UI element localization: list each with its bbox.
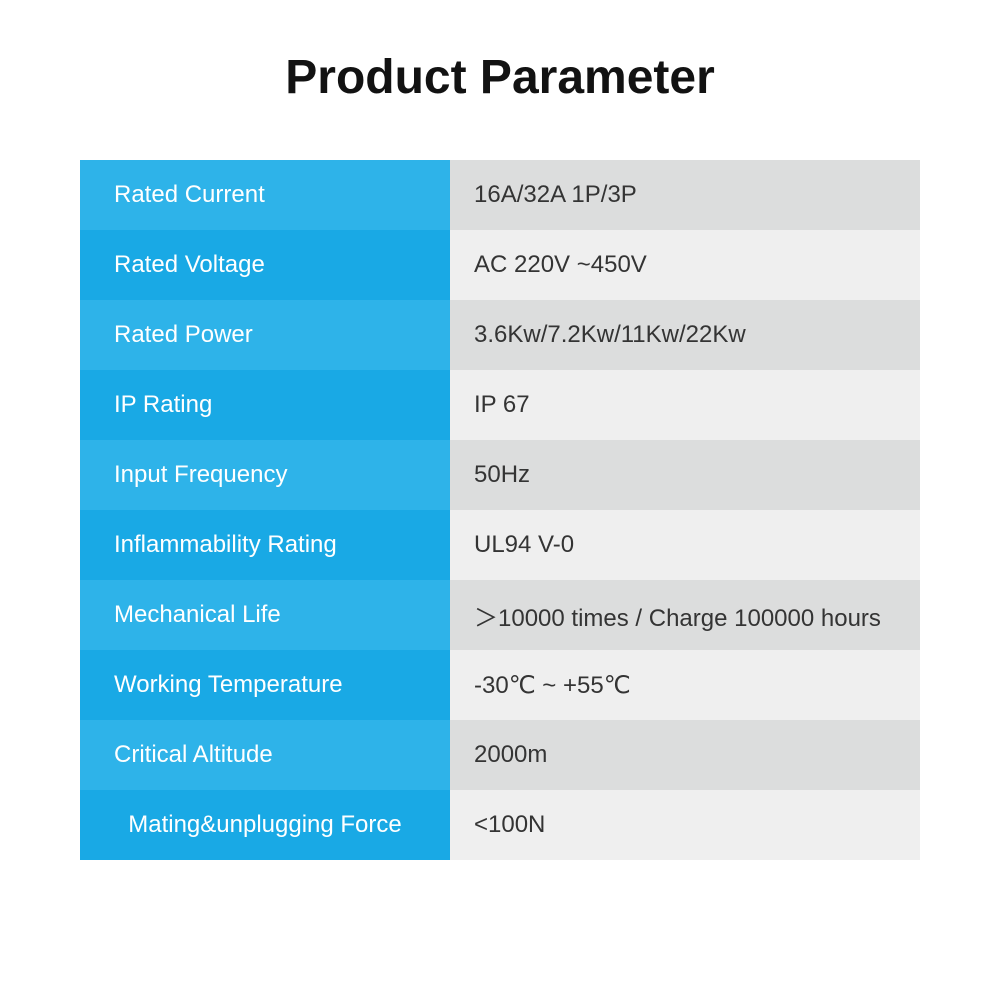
table-row: Inflammability RatingUL94 V-0 xyxy=(80,510,920,580)
param-value: 16A/32A 1P/3P xyxy=(450,160,920,230)
param-label: Mechanical Life xyxy=(80,580,450,650)
table-row: Rated VoltageAC 220V ~450V xyxy=(80,230,920,300)
param-label: Inflammability Rating xyxy=(80,510,450,580)
param-label: Mating&unplugging Force xyxy=(80,790,450,860)
table-row: Mating&unplugging Force<100N xyxy=(80,790,920,860)
table-row: Input Frequency50Hz xyxy=(80,440,920,510)
param-value: <100N xyxy=(450,790,920,860)
param-label: IP Rating xyxy=(80,370,450,440)
param-value: 50Hz xyxy=(450,440,920,510)
param-value: AC 220V ~450V xyxy=(450,230,920,300)
param-value: 2000m xyxy=(450,720,920,790)
param-label: Critical Altitude xyxy=(80,720,450,790)
param-value: 3.6Kw/7.2Kw/11Kw/22Kw xyxy=(450,300,920,370)
table-row: Working Temperature-30℃ ~ +55℃ xyxy=(80,650,920,720)
param-value: IP 67 xyxy=(450,370,920,440)
table-row: IP RatingIP 67 xyxy=(80,370,920,440)
param-value: -30℃ ~ +55℃ xyxy=(450,650,920,720)
param-label: Working Temperature xyxy=(80,650,450,720)
page-title: Product Parameter xyxy=(285,50,715,105)
table-row: Rated Current16A/32A 1P/3P xyxy=(80,160,920,230)
param-label: Input Frequency xyxy=(80,440,450,510)
param-value: UL94 V-0 xyxy=(450,510,920,580)
param-label: Rated Current xyxy=(80,160,450,230)
table-row: Mechanical Life＞10000 times / Charge 100… xyxy=(80,580,920,650)
param-label: Rated Power xyxy=(80,300,450,370)
table-row: Critical Altitude2000m xyxy=(80,720,920,790)
parameter-table: Rated Current16A/32A 1P/3PRated VoltageA… xyxy=(80,160,920,860)
table-row: Rated Power3.6Kw/7.2Kw/11Kw/22Kw xyxy=(80,300,920,370)
param-label: Rated Voltage xyxy=(80,230,450,300)
param-value: ＞10000 times / Charge 100000 hours xyxy=(450,580,920,650)
